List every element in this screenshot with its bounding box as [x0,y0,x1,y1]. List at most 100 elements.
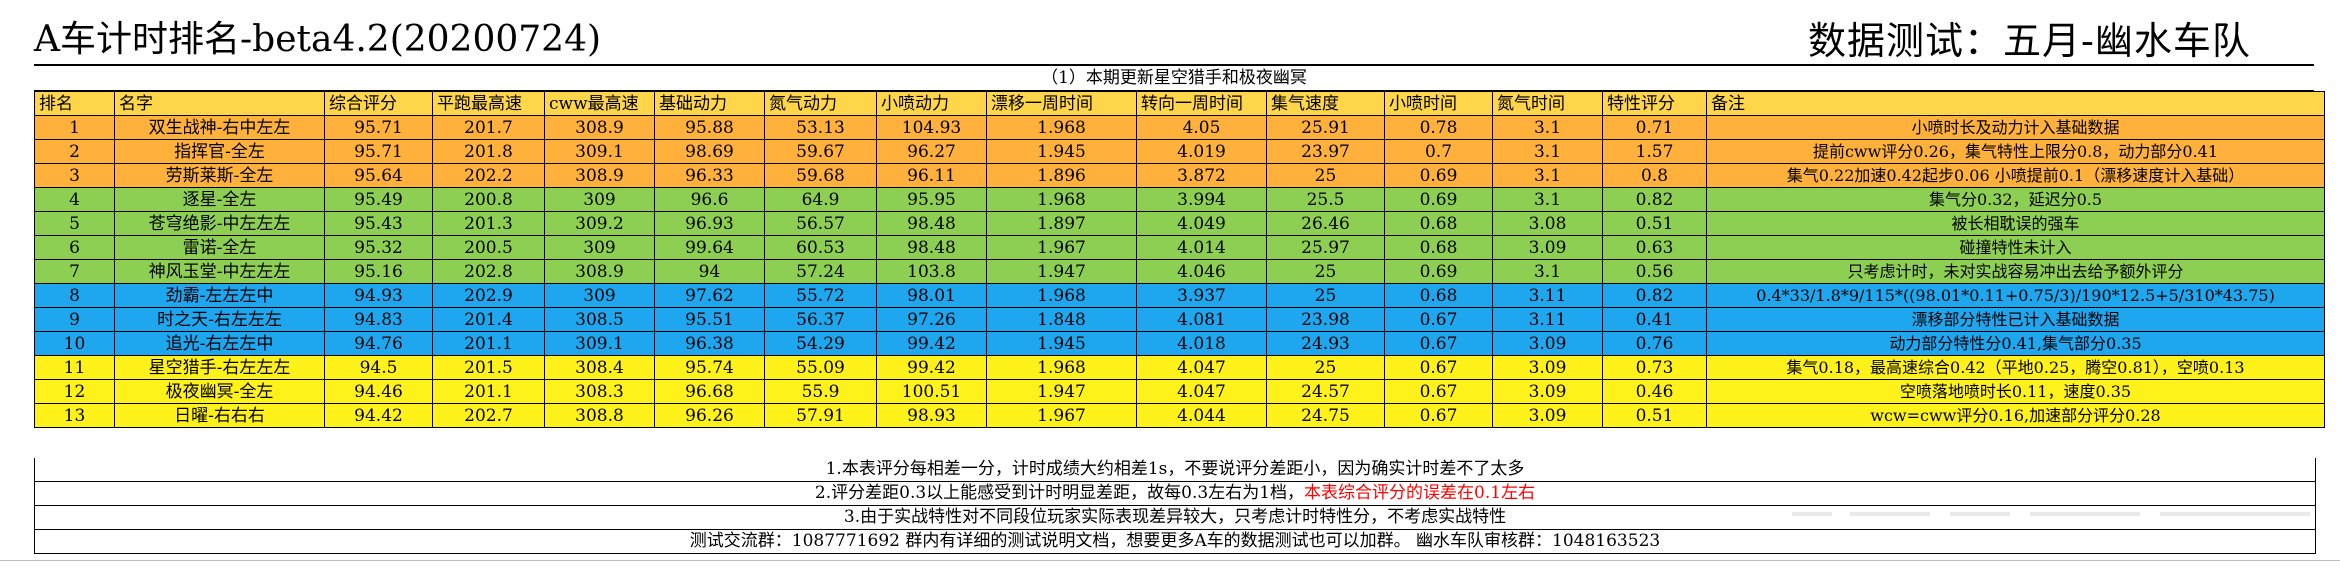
header-row: 排名 名字 综合评分 平跑最高速 cww最高速 基础动力 氮气动力 小喷动力 漂… [34,91,2325,116]
cell-mini-boost-time: 0.7 [1384,139,1493,164]
cell-rank: 2 [34,139,115,164]
cell-trait-score: 0.73 [1602,355,1707,380]
cell-flat-top-speed: 200.8 [432,187,545,212]
cell-flat-top-speed: 202.2 [432,163,545,188]
cell-remarks: 集气0.18，最高速综合0.42（平地0.25，腾空0.81），空喷0.13 [1706,355,2325,380]
cell-base-power: 96.6 [654,187,765,212]
cell-mini-boost-power: 104.93 [876,115,987,140]
cell-flat-top-speed: 202.8 [432,259,545,284]
cell-cww-top-speed: 308.5 [544,307,655,332]
cell-base-power: 95.88 [654,115,765,140]
cell-trait-score: 0.82 [1602,187,1707,212]
cell-drift-lap-time: 1.945 [986,331,1137,356]
cell-mini-boost-power: 98.48 [876,235,987,260]
cell-nitro-power: 60.53 [764,235,877,260]
cell-trait-score: 0.82 [1602,283,1707,308]
cell-base-power: 96.93 [654,211,765,236]
cell-name: 日曜-右右右 [114,403,325,428]
cell-flat-top-speed: 201.3 [432,211,545,236]
table-row: 7 神风玉堂-中左左左 95.16 202.8 308.9 94 57.24 103.8 1.9… [34,259,2325,284]
cell-name: 极夜幽冥-全左 [114,379,325,404]
header-turn-lap-time: 转向一周时间 [1136,91,1267,116]
header-mini-boost-power: 小喷动力 [876,91,987,116]
header-nitro-time: 氮气时间 [1492,91,1603,116]
table-row: 2 指挥官-全左 95.71 201.8 309.1 98.69 59.67 96.27 1.9… [34,139,2325,164]
cell-mini-boost-power: 95.95 [876,187,987,212]
cell-nitro-time: 3.08 [1492,211,1603,236]
cell-flat-top-speed: 201.4 [432,307,545,332]
tester-credit: 数据测试：五月-幽水车队 [1808,19,2251,63]
cell-remarks: 动力部分特性分0.41,集气部分0.35 [1706,331,2325,356]
table-row: 5 苍穹绝影-中左左左 95.43 201.3 309.2 96.93 56.57 98.48… [34,211,2325,236]
cell-turn-lap-time: 4.081 [1136,307,1267,332]
cell-turn-lap-time: 4.049 [1136,211,1267,236]
cell-turn-lap-time: 3.994 [1136,187,1267,212]
cell-overall-score: 95.71 [324,115,433,140]
cell-nitro-power: 55.72 [764,283,877,308]
cell-remarks: 空喷落地喷时长0.11，速度0.35 [1706,379,2325,404]
table-row: 4 逐星-全左 95.49 200.8 309 96.6 64.9 95.95 1.968 3.9… [34,187,2325,212]
table-row: 6 雷诺-全左 95.32 200.5 309 99.64 60.53 98.48 1.967 4… [34,235,2325,260]
cell-drift-lap-time: 1.896 [986,163,1137,188]
cell-mini-boost-time: 0.67 [1384,379,1493,404]
cell-charge-speed: 26.46 [1266,211,1385,236]
cell-trait-score: 0.51 [1602,403,1707,428]
cell-rank: 12 [34,379,115,404]
cell-remarks: 提前cww评分0.26，集气特性上限分0.8，动力部分0.41 [1706,139,2325,164]
cell-flat-top-speed: 200.5 [432,235,545,260]
cell-cww-top-speed: 309 [544,283,655,308]
cell-drift-lap-time: 1.848 [986,307,1137,332]
cell-cww-top-speed: 309 [544,187,655,212]
cell-mini-boost-power: 100.51 [876,379,987,404]
cell-cww-top-speed: 308.4 [544,355,655,380]
cell-turn-lap-time: 4.047 [1136,355,1267,380]
cell-overall-score: 95.32 [324,235,433,260]
cell-overall-score: 94.46 [324,379,433,404]
cell-mini-boost-time: 0.69 [1384,163,1493,188]
cell-nitro-time: 3.09 [1492,355,1603,380]
cell-turn-lap-time: 3.872 [1136,163,1267,188]
cell-overall-score: 94.42 [324,403,433,428]
note-2-warning: 本表综合评分的误差在0.1左右 [1304,483,1536,503]
cell-base-power: 94 [654,259,765,284]
cell-overall-score: 95.64 [324,163,433,188]
cell-rank: 6 [34,235,115,260]
cell-charge-speed: 25 [1266,259,1385,284]
cell-trait-score: 0.41 [1602,307,1707,332]
cell-mini-boost-time: 0.69 [1384,259,1493,284]
cell-overall-score: 95.16 [324,259,433,284]
cell-trait-score: 0.63 [1602,235,1707,260]
cell-name: 雷诺-全左 [114,235,325,260]
cell-base-power: 98.69 [654,139,765,164]
cell-mini-boost-time: 0.67 [1384,355,1493,380]
cell-drift-lap-time: 1.967 [986,403,1137,428]
cell-flat-top-speed: 201.1 [432,331,545,356]
cell-rank: 7 [34,259,115,284]
cell-mini-boost-power: 98.01 [876,283,987,308]
cell-mini-boost-power: 96.11 [876,163,987,188]
cell-charge-speed: 25.97 [1266,235,1385,260]
cell-nitro-power: 64.9 [764,187,877,212]
sheet-divider [0,560,2340,561]
ranking-body: 1 双生战神-右中左左 95.71 201.7 308.9 95.88 53.13 104.9… [34,115,2325,428]
cell-nitro-power: 57.24 [764,259,877,284]
cell-charge-speed: 24.57 [1266,379,1385,404]
cell-base-power: 95.74 [654,355,765,380]
header-cww-top-speed: cww最高速 [544,91,655,116]
table-row: 13 日曜-右右右 94.42 202.7 308.8 96.26 57.91 98.93 1.… [34,403,2325,428]
cell-overall-score: 94.93 [324,283,433,308]
cell-mini-boost-time: 0.68 [1384,211,1493,236]
cell-trait-score: 0.8 [1602,163,1707,188]
cell-cww-top-speed: 308.9 [544,259,655,284]
cell-turn-lap-time: 4.018 [1136,331,1267,356]
header-rank: 排名 [34,91,115,116]
note-3: 3.由于实战特性对不同段位玩家实际表现差异较大，只考虑计时特性分，不考虑实战特性 [34,506,2316,530]
cell-remarks: 只考虑计时，未对实战容易冲出去给予额外评分 [1706,259,2325,284]
header-nitro-power: 氮气动力 [764,91,877,116]
cell-nitro-power: 59.67 [764,139,877,164]
cell-cww-top-speed: 308.9 [544,115,655,140]
cell-remarks: 碰撞特性未计入 [1706,235,2325,260]
cell-rank: 11 [34,355,115,380]
faint-mark [1792,512,1832,516]
cell-turn-lap-time: 3.937 [1136,283,1267,308]
